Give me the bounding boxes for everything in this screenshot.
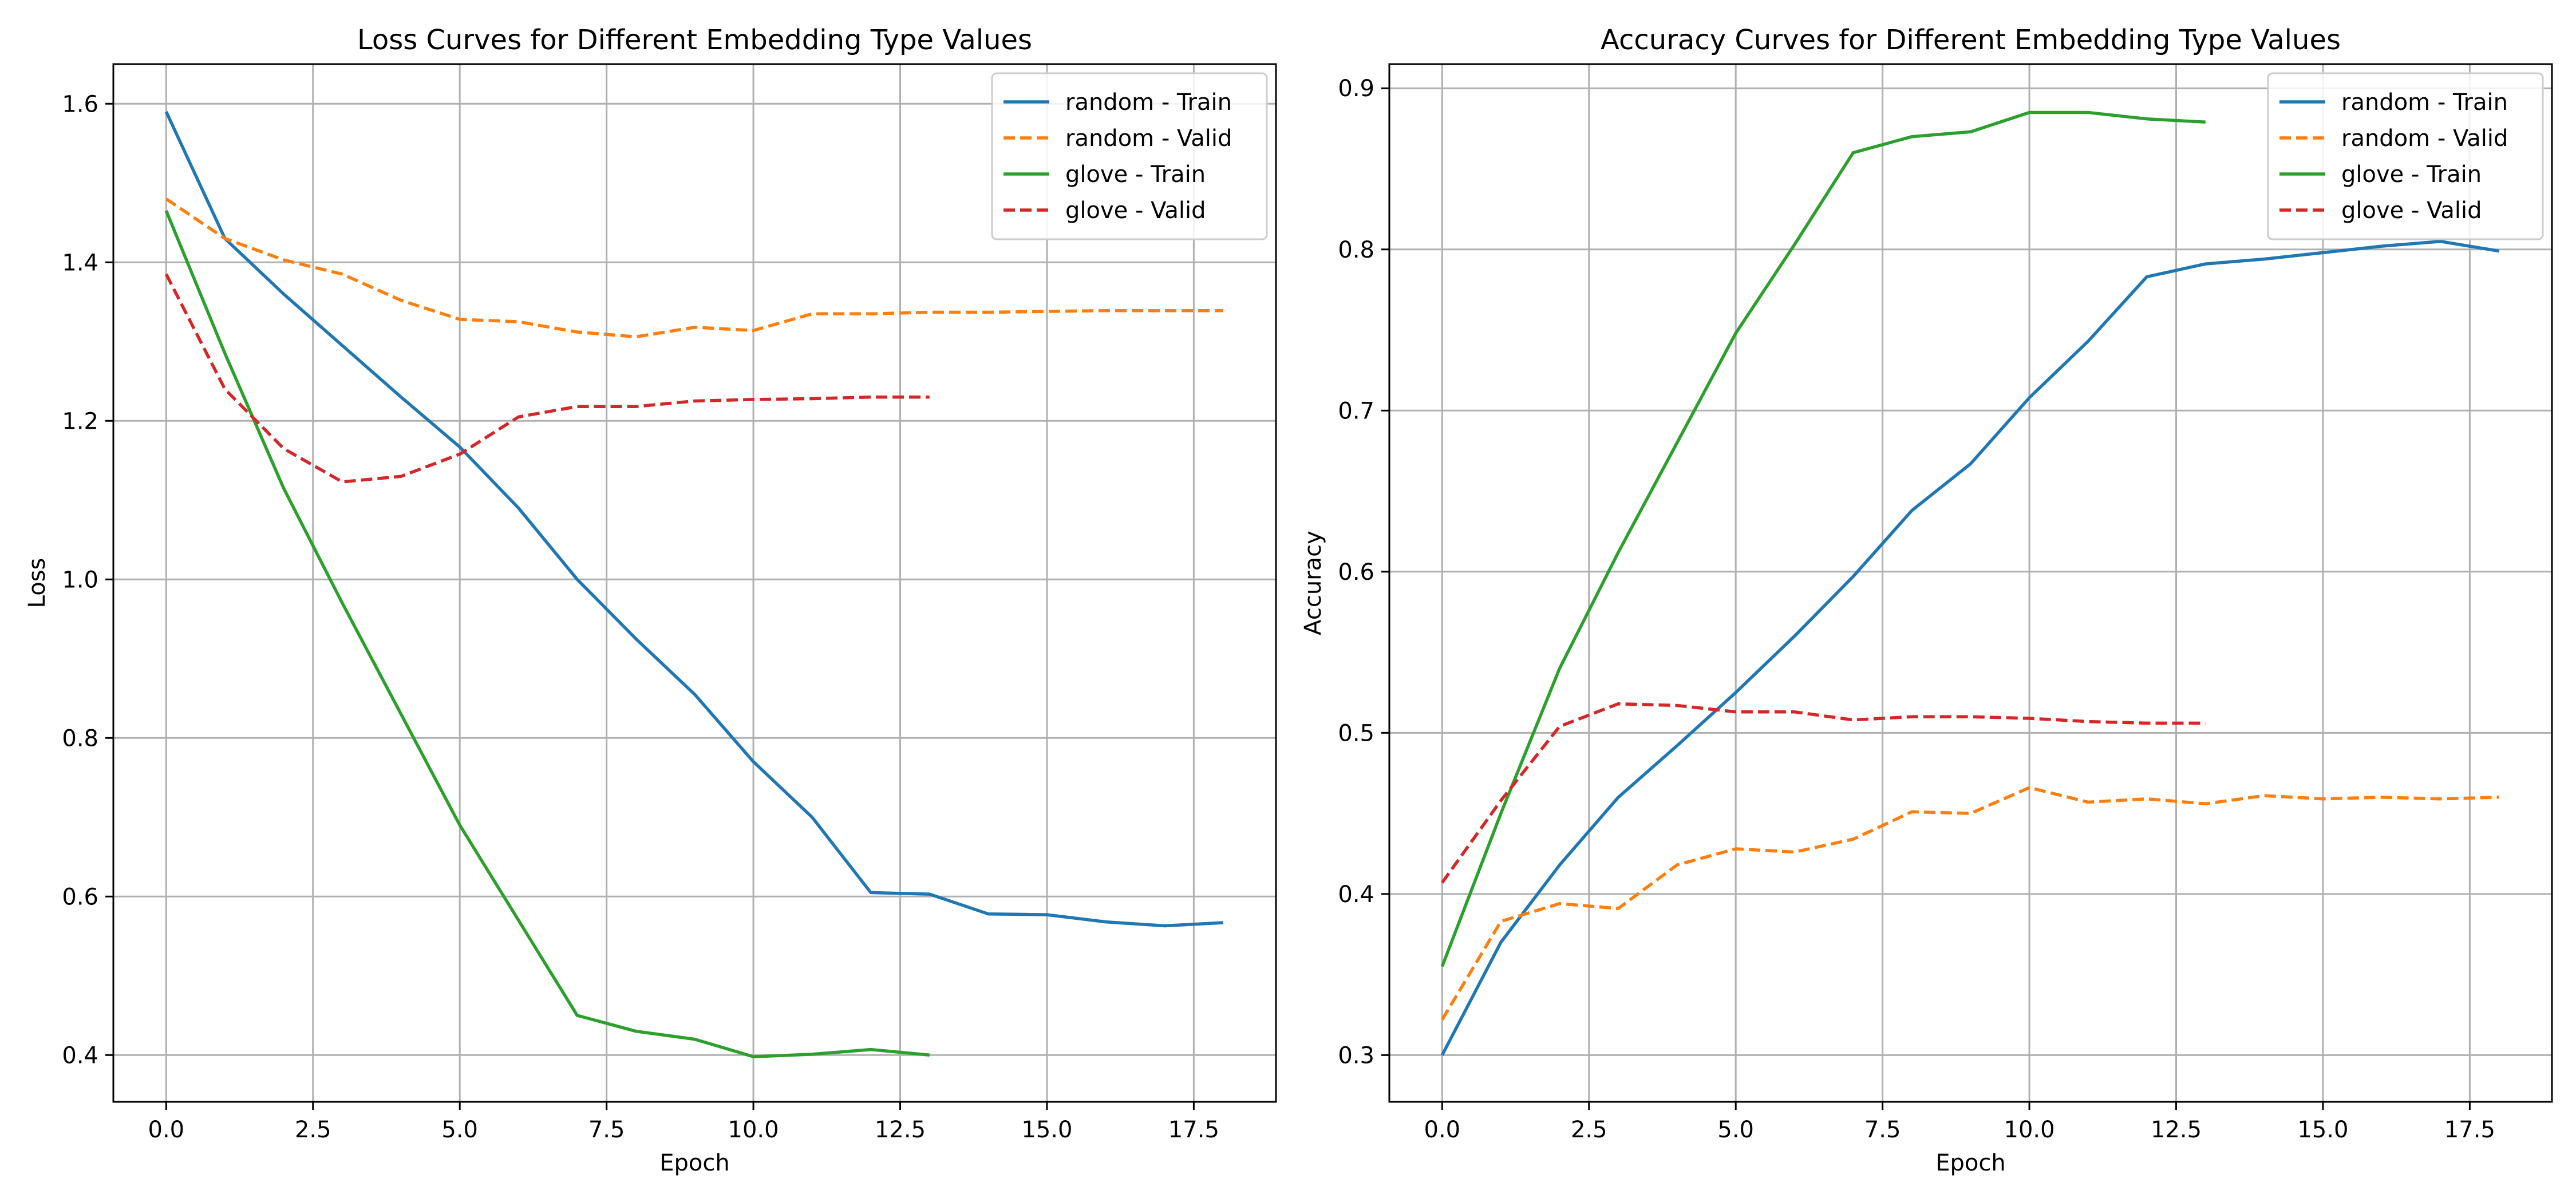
y-tick-label: 0.8 — [62, 725, 98, 752]
legend: random - Train random - Valid glove - Trai… — [991, 72, 1268, 240]
legend-entry: glove - Train — [2341, 161, 2482, 188]
x-tick-label: 15.0 — [1021, 1117, 1072, 1143]
legend-box — [991, 72, 1268, 240]
series-line-glove-train — [164, 210, 930, 1058]
y-tick-label: 1.6 — [62, 91, 98, 117]
y-tick-label: 1.0 — [62, 567, 98, 593]
y-axis-label: Accuracy — [1300, 531, 1326, 635]
x-tick-label: 17.5 — [2444, 1117, 2495, 1143]
legend-entry: random - Valid — [2341, 125, 2508, 152]
x-tick-label: 7.5 — [588, 1117, 625, 1143]
x-tick-label: 2.5 — [1571, 1117, 1607, 1143]
x-tick-label: 7.5 — [1864, 1117, 1901, 1143]
x-tick-label: 0.0 — [1424, 1117, 1461, 1143]
x-axis-label: Epoch — [1935, 1150, 2005, 1176]
series-line-glove-train — [1440, 110, 2206, 967]
plot-frame — [112, 63, 1277, 1103]
y-tick-label: 0.5 — [1338, 720, 1374, 746]
legend-entry: glove - Valid — [1065, 197, 1206, 224]
x-tick-label: 17.5 — [1168, 1117, 1219, 1143]
chart-title: Accuracy Curves for Different Embedding … — [1601, 24, 2341, 56]
x-tick-label: 5.0 — [441, 1117, 478, 1143]
series-line-glove-valid — [164, 273, 930, 484]
x-tick-label: 10.0 — [728, 1117, 779, 1143]
legend-box — [2267, 72, 2544, 240]
legend-entry: glove - Valid — [2341, 197, 2482, 224]
x-tick-label: 12.5 — [2151, 1117, 2202, 1143]
legend-entry: random - Valid — [1065, 125, 1232, 152]
plot-frame — [1388, 63, 2553, 1103]
chart-panel-1: 0.0 2.5 5.0 7.5 10.0 12.5 15.0 17.5 0.3 0.4 0.5 0.6… — [1300, 24, 2553, 1176]
x-tick-label: 12.5 — [875, 1117, 926, 1143]
legend-entry: random - Train — [1065, 89, 1232, 116]
legend-entry: glove - Train — [1065, 161, 1206, 188]
y-axis-label: Loss — [24, 558, 50, 608]
x-tick-label: 2.5 — [295, 1117, 331, 1143]
x-tick-label: 0.0 — [148, 1117, 185, 1143]
x-tick-label: 5.0 — [1717, 1117, 1754, 1143]
y-tick-label: 0.4 — [1338, 881, 1374, 908]
x-tick-label: 15.0 — [2297, 1117, 2348, 1143]
series-line-random-train — [164, 110, 1223, 928]
y-tick-label: 0.6 — [1338, 559, 1374, 586]
y-tick-label: 0.6 — [62, 884, 98, 910]
legend-entry: random - Train — [2341, 89, 2508, 116]
x-axis-label: Epoch — [659, 1150, 729, 1176]
series-line-random-valid — [1440, 786, 2499, 1021]
y-tick-label: 1.2 — [62, 408, 98, 434]
y-tick-label: 0.8 — [1338, 237, 1374, 263]
legend: random - Train random - Valid glove - Trai… — [2267, 72, 2544, 240]
series-line-glove-valid — [1441, 702, 2206, 884]
x-tick-label: 10.0 — [2004, 1117, 2055, 1143]
y-tick-label: 0.3 — [1338, 1042, 1374, 1069]
y-tick-label: 1.4 — [62, 250, 98, 276]
chart-panel-0: 0.0 2.5 5.0 7.5 10.0 12.5 15.0 17.5 0.4 0.6 0.8 1.0… — [24, 24, 1277, 1176]
chart-title: Loss Curves for Different Embedding Type… — [357, 24, 1032, 56]
series-line-random-valid — [165, 197, 1223, 339]
series-line-random-train — [1440, 239, 2500, 1056]
y-tick-label: 0.4 — [62, 1042, 98, 1069]
y-tick-label: 0.9 — [1338, 76, 1374, 102]
y-tick-label: 0.7 — [1338, 398, 1374, 424]
